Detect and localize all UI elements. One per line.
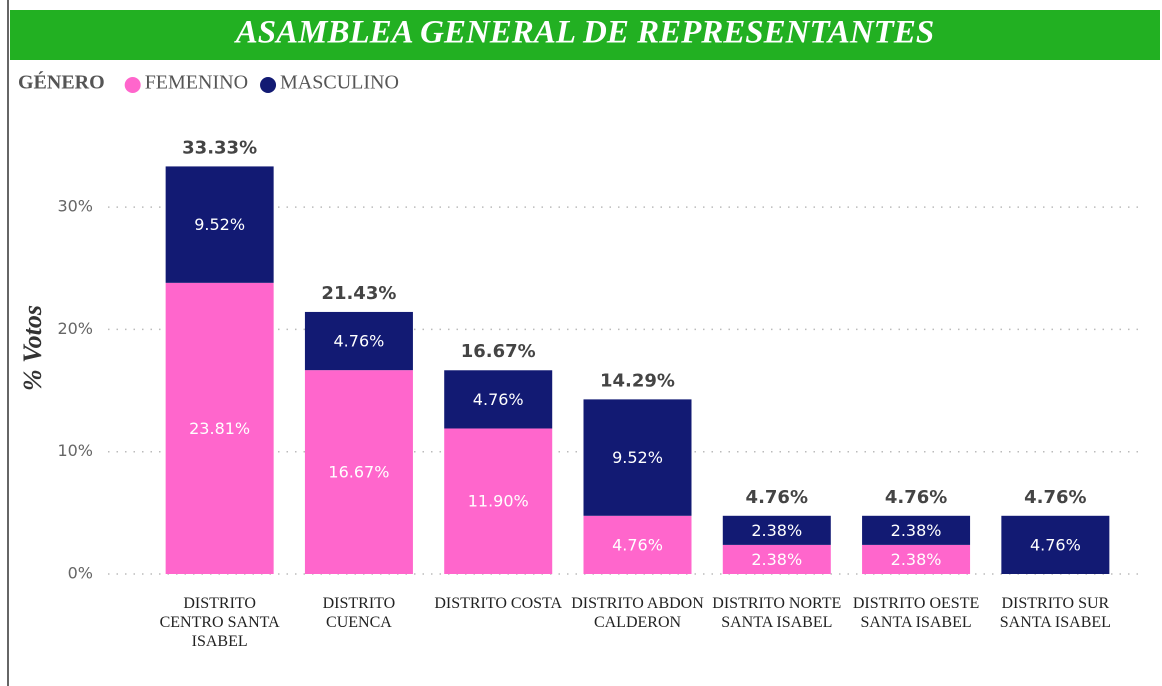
y-tick-label: 0% [68, 564, 93, 583]
x-tick-label: DISTRITO COSTA [434, 595, 563, 612]
x-tick-label: DISTRITO SUR SANTA ISABEL [999, 595, 1111, 631]
value-label: 2.38% [891, 521, 942, 540]
value-label: 23.81% [189, 419, 250, 438]
bar-segment [862, 515, 971, 545]
bar-segment [583, 399, 692, 516]
chart-title: ASAMBLEA GENERAL DE REPRESENTANTES [234, 15, 934, 51]
title-banner [10, 10, 1160, 60]
value-label: 9.52% [194, 215, 245, 234]
x-tick-label-box: DISTRITO NORTE SANTA ISABEL [712, 595, 842, 631]
bar-segment [444, 370, 553, 429]
bar-segment [165, 166, 274, 283]
bar-segment [862, 544, 971, 574]
total-label: 33.33% [182, 137, 257, 158]
x-tick-label-box: DISTRITO OESTE SANTA ISABEL [852, 595, 980, 631]
legend-marker [260, 77, 277, 93]
x-tick-label-box: DISTRITO ABDON CALDERON [571, 595, 704, 631]
legend-title: GÉNERO [18, 71, 105, 94]
y-tick-label: 20% [57, 319, 93, 338]
y-tick-label: 30% [57, 197, 93, 216]
x-tick-label-box: DISTRITO COSTA [434, 595, 563, 612]
x-tick-label: DISTRITO CUENCA [322, 595, 396, 631]
bar-segment [722, 544, 831, 574]
x-tick-label: DISTRITO OESTE SANTA ISABEL [852, 595, 980, 631]
y-axis-label: % Votos [18, 305, 47, 391]
total-label: 4.76% [1024, 487, 1086, 508]
total-label: 21.43% [321, 283, 396, 304]
value-label: 2.38% [751, 521, 802, 540]
value-label: 2.38% [891, 550, 942, 569]
bar-segment [1001, 515, 1110, 574]
value-label: 2.38% [751, 550, 802, 569]
legend-label: MASCULINO [280, 72, 399, 94]
bar-segment [165, 282, 274, 574]
value-label: 4.76% [612, 535, 663, 554]
y-tick-label: 10% [57, 441, 93, 460]
x-tick-label: DISTRITO NORTE SANTA ISABEL [712, 595, 842, 631]
value-label: 4.76% [473, 390, 524, 409]
value-label: 11.90% [468, 492, 529, 511]
bar-segment [583, 515, 692, 574]
bar-segment [304, 311, 413, 371]
x-tick-label-box: DISTRITO CENTRO SANTA ISABEL [159, 595, 280, 650]
value-label: 4.76% [334, 332, 385, 351]
total-label: 14.29% [600, 370, 675, 391]
bar-segment [722, 515, 831, 545]
x-tick-label: DISTRITO ABDON CALDERON [571, 595, 704, 631]
x-tick-label-box: DISTRITO SUR SANTA ISABEL [999, 595, 1111, 631]
bar-segment [444, 428, 553, 574]
total-label: 4.76% [885, 487, 947, 508]
value-label: 9.52% [612, 448, 663, 467]
legend-marker [124, 77, 141, 93]
total-label: 16.67% [461, 341, 536, 362]
bar-segment [304, 370, 413, 574]
value-label: 16.67% [328, 463, 389, 482]
legend-label: FEMENINO [145, 72, 248, 94]
total-label: 4.76% [746, 487, 808, 508]
value-label: 4.76% [1030, 535, 1081, 554]
x-tick-label: DISTRITO CENTRO SANTA ISABEL [159, 595, 280, 650]
x-tick-label-box: DISTRITO CUENCA [322, 595, 396, 631]
